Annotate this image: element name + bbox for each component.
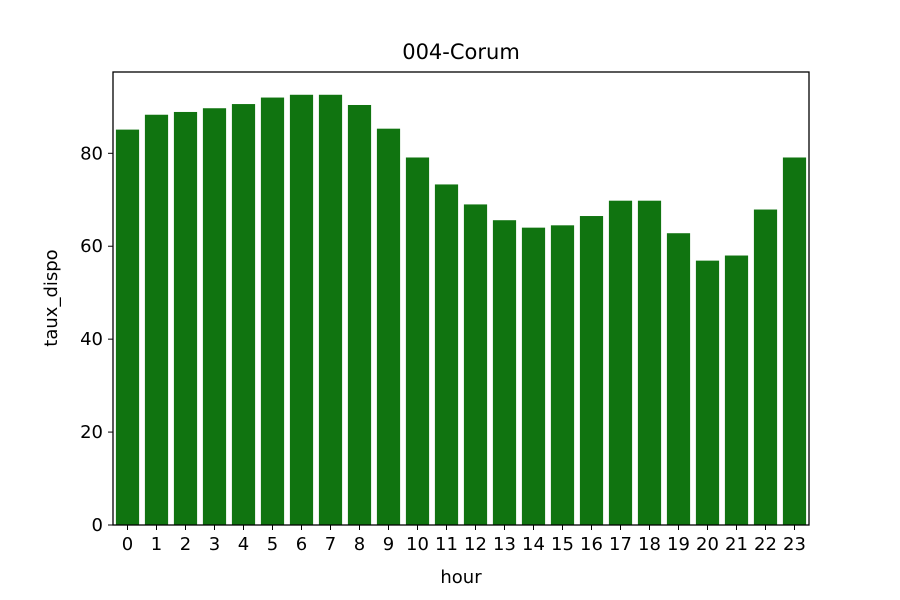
bar-hour-0 [115,129,140,526]
bar-hour-21 [724,255,749,525]
x-tick-label: 13 [493,534,516,555]
x-tick-label: 8 [354,534,365,555]
y-axis-ticks: 0 20 40 60 80 [80,143,113,536]
bar-hour-9 [376,128,401,525]
bar-hour-17 [608,200,633,525]
y-tick-label: 60 [80,236,103,257]
bar-hour-7 [318,94,343,526]
plot-frame [112,71,810,526]
bar-hour-10 [405,157,430,526]
bar-hour-22 [753,209,778,525]
bar-hour-19 [666,233,691,525]
x-tick-label: 4 [238,534,249,555]
x-tick-label: 23 [783,534,806,555]
bar-hour-20 [695,260,720,525]
chart-title: 004-Corum [402,40,520,64]
bar-hour-11 [434,184,459,525]
bar-hour-3 [202,108,227,526]
x-tick-label: 9 [383,534,394,555]
x-tick-label: 2 [180,534,191,555]
x-tick-label: 15 [551,534,574,555]
bar-hour-15 [550,225,575,525]
y-tick-label: 40 [80,329,103,350]
x-tick-label: 7 [325,534,336,555]
bar-hour-6 [289,94,314,526]
x-tick-label: 5 [267,534,278,555]
bar-hour-12 [463,204,488,526]
y-tick-label: 20 [80,422,103,443]
bar-hour-8 [347,104,372,526]
x-axis-ticks: 0 1 2 3 4 5 6 7 8 9 10 11 12 13 14 15 16 17 18 19 20 21 22 23 [122,525,806,555]
y-tick-label: 0 [92,515,103,536]
x-tick-label: 20 [696,534,719,555]
x-tick-label: 6 [296,534,307,555]
x-tick-label: 10 [406,534,429,555]
x-tick-label: 14 [522,534,545,555]
bar-hour-18 [637,200,662,525]
x-tick-label: 21 [725,534,748,555]
x-tick-label: 16 [580,534,603,555]
bar-hour-5 [260,97,285,526]
bar-hour-16 [579,216,604,525]
x-tick-label: 11 [435,534,458,555]
bar-hour-14 [521,227,546,525]
bar-hour-1 [144,114,169,526]
bar-hour-2 [173,111,198,526]
y-axis-label: taux_dispo [41,249,62,346]
x-tick-label: 17 [609,534,632,555]
x-tick-label: 19 [667,534,690,555]
x-tick-label: 18 [638,534,661,555]
x-tick-label: 1 [151,534,162,555]
bar-hour-13 [492,220,517,525]
x-axis-label: hour [440,567,482,588]
x-tick-label: 0 [122,534,133,555]
x-tick-label: 3 [209,534,220,555]
bars-group [115,94,807,526]
y-tick-label: 80 [80,143,103,164]
bar-hour-23 [782,157,807,526]
x-tick-label: 12 [464,534,487,555]
x-tick-label: 22 [754,534,777,555]
bar-hour-4 [231,104,256,525]
